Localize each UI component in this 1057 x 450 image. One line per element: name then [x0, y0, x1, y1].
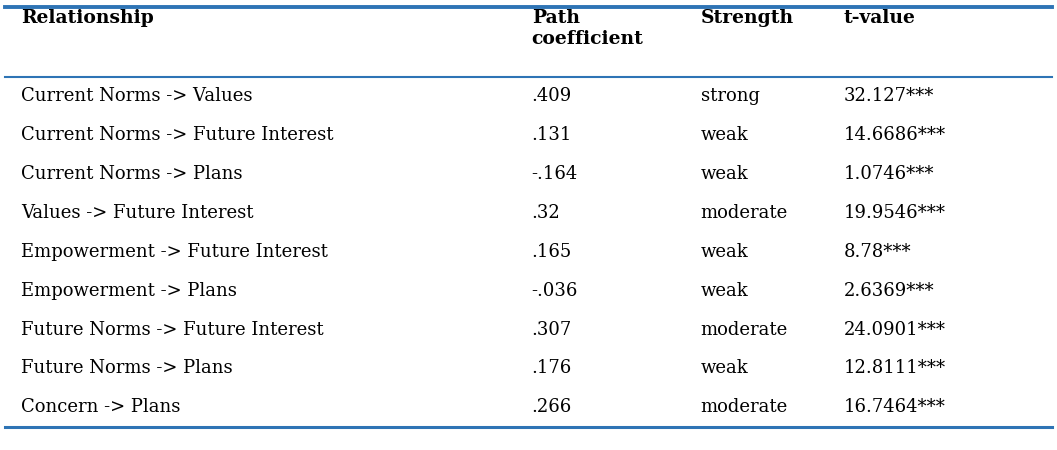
Text: Concern -> Plans: Concern -> Plans — [21, 398, 181, 416]
Text: moderate: moderate — [701, 398, 789, 416]
Text: -.164: -.164 — [532, 165, 578, 183]
Text: 24.0901***: 24.0901*** — [843, 320, 945, 338]
Text: .165: .165 — [532, 243, 572, 261]
Text: moderate: moderate — [701, 320, 789, 338]
Text: Current Norms -> Future Interest: Current Norms -> Future Interest — [21, 126, 334, 144]
Text: .266: .266 — [532, 398, 572, 416]
Text: weak: weak — [701, 360, 748, 378]
Text: Current Norms -> Values: Current Norms -> Values — [21, 87, 253, 105]
Text: weak: weak — [701, 282, 748, 300]
Text: Empowerment -> Future Interest: Empowerment -> Future Interest — [21, 243, 328, 261]
Text: Current Norms -> Plans: Current Norms -> Plans — [21, 165, 243, 183]
Text: moderate: moderate — [701, 204, 789, 222]
Text: Future Norms -> Future Interest: Future Norms -> Future Interest — [21, 320, 323, 338]
Text: 32.127***: 32.127*** — [843, 87, 934, 105]
Text: .176: .176 — [532, 360, 572, 378]
Text: .307: .307 — [532, 320, 572, 338]
Text: weak: weak — [701, 243, 748, 261]
Text: strong: strong — [701, 87, 760, 105]
Text: 19.9546***: 19.9546*** — [843, 204, 945, 222]
Text: .409: .409 — [532, 87, 572, 105]
Text: t-value: t-value — [843, 9, 915, 27]
Text: 2.6369***: 2.6369*** — [843, 282, 934, 300]
Text: Empowerment -> Plans: Empowerment -> Plans — [21, 282, 237, 300]
Text: weak: weak — [701, 126, 748, 144]
Text: 12.8111***: 12.8111*** — [843, 360, 946, 378]
Text: Values -> Future Interest: Values -> Future Interest — [21, 204, 254, 222]
Text: weak: weak — [701, 165, 748, 183]
Text: 16.7464***: 16.7464*** — [843, 398, 945, 416]
Text: 14.6686***: 14.6686*** — [843, 126, 946, 144]
Text: -.036: -.036 — [532, 282, 578, 300]
Text: Relationship: Relationship — [21, 9, 154, 27]
Text: Path
coefficient: Path coefficient — [532, 9, 644, 48]
Text: Strength: Strength — [701, 9, 794, 27]
Text: .32: .32 — [532, 204, 560, 222]
Text: 8.78***: 8.78*** — [843, 243, 911, 261]
Text: 1.0746***: 1.0746*** — [843, 165, 934, 183]
Text: .131: .131 — [532, 126, 572, 144]
Text: Future Norms -> Plans: Future Norms -> Plans — [21, 360, 233, 378]
